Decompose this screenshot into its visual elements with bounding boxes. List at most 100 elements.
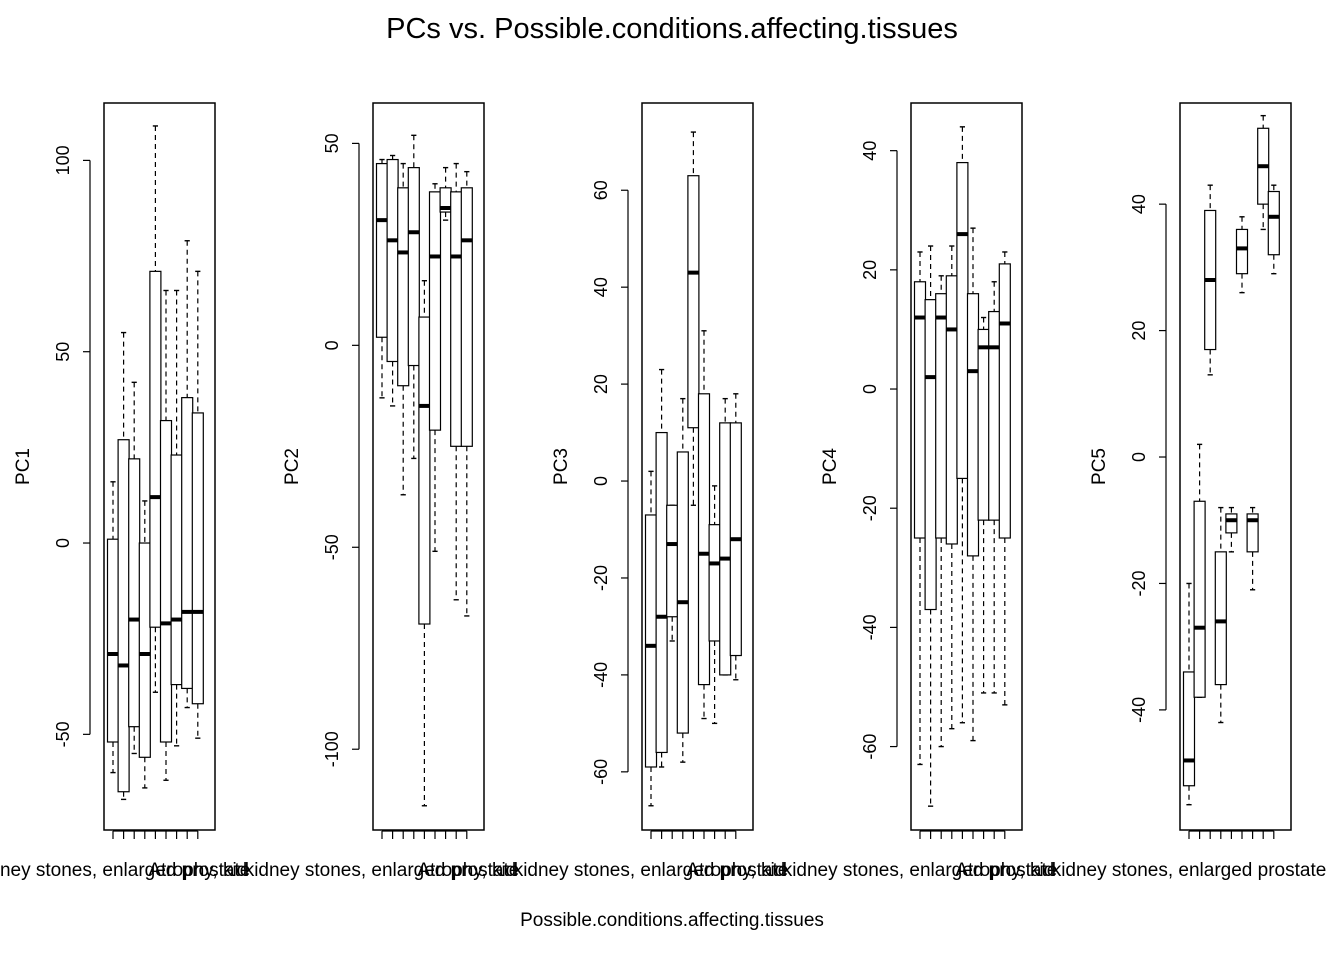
box-1 (1182, 582, 1196, 806)
box-body (966, 293, 980, 557)
box-body (924, 299, 937, 611)
box-body (697, 393, 711, 686)
box-body (138, 542, 151, 758)
box-body (945, 275, 958, 545)
box-7 (1246, 506, 1259, 591)
box-body (655, 431, 668, 754)
box-8 (719, 397, 732, 676)
x-tick-label-last: Atrophy, kid (148, 860, 247, 881)
box-body (128, 458, 141, 728)
box-2 (924, 245, 937, 807)
y-axis-title: PC4 (820, 448, 841, 485)
y-tick-label: -50 (53, 721, 73, 747)
box-body (666, 504, 679, 618)
box-body (1235, 228, 1249, 275)
box-2 (1193, 443, 1206, 698)
box-body (719, 422, 732, 676)
box-3 (666, 504, 679, 642)
y-tick-label: 0 (53, 538, 73, 548)
box-body (375, 162, 389, 338)
y-tick-label: -50 (322, 534, 342, 560)
x-axis-label: Possible.conditions.affecting.tissues (520, 910, 824, 931)
box-body (407, 167, 420, 367)
plot-frame (103, 102, 216, 831)
x-tick-label-first: kidney stones, enlarged prostate (783, 860, 1058, 881)
box-2 (655, 368, 668, 768)
box-4 (945, 245, 958, 730)
box-3 (397, 162, 410, 496)
y-tick-label: -40 (860, 614, 880, 640)
y-tick-label: 40 (1129, 194, 1149, 214)
y-tick-label: -40 (1129, 697, 1149, 723)
box-body (170, 454, 183, 686)
x-tick-label-first: kidney stones, enlarged prostate (1052, 860, 1327, 881)
x-tick-label-first: kidney stones, enlarged prostate (245, 860, 520, 881)
box-body (450, 191, 463, 447)
y-axis-title: PC2 (282, 448, 303, 485)
box-6 (159, 289, 173, 781)
y-tick-label: 20 (1129, 321, 1149, 341)
box-body (1267, 190, 1280, 256)
box-7 (977, 316, 990, 694)
plot-frame (1179, 102, 1292, 831)
y-tick-label: -20 (1129, 570, 1149, 596)
box-8 (450, 162, 463, 601)
box-5 (956, 126, 969, 724)
box-5 (687, 131, 700, 506)
plot-frame (910, 102, 1023, 831)
box-body (956, 161, 969, 480)
y-tick-label: 0 (322, 340, 342, 350)
box-7 (708, 485, 721, 725)
panel-pc5: -40 -20 0 20 40 PC5 kidney stones, enlarged pr… (1052, 102, 1327, 881)
y-tick-label: 20 (591, 374, 611, 394)
y-tick-label: -40 (591, 662, 611, 688)
box-body (149, 270, 162, 628)
box-body (1193, 500, 1206, 698)
box-body (159, 419, 173, 743)
box-body (1246, 513, 1259, 553)
box-1 (644, 470, 658, 807)
y-tick-label: 60 (591, 180, 611, 200)
plot-frame (372, 102, 485, 831)
box-body (687, 175, 700, 429)
box-body (988, 310, 1001, 521)
box-body (106, 538, 120, 743)
y-axis-title: PC1 (13, 448, 34, 485)
box-body (708, 524, 721, 642)
y-tick-label: 50 (53, 342, 73, 362)
box-body (386, 158, 399, 363)
box-9 (998, 251, 1011, 706)
y-tick-label: -20 (591, 565, 611, 591)
box-body (418, 316, 431, 625)
box-body (181, 397, 194, 690)
box-body (935, 293, 948, 539)
box-4 (676, 397, 689, 763)
box-8 (1257, 114, 1270, 231)
box-7 (170, 289, 183, 747)
box-1 (913, 251, 927, 766)
x-tick-label-first: kidney stones, enlarged prostate (514, 860, 789, 881)
box-body (460, 187, 473, 447)
x-tick-label-last: Atrophy, kid (955, 860, 1054, 881)
y-tick-label: -60 (860, 734, 880, 760)
panel-pc2: -100 -50 0 50 PC2 kidney stones, enlarged pro… (245, 102, 520, 881)
box-2 (386, 154, 399, 407)
x-tick-label-last: Atrophy, kid (417, 860, 516, 881)
box-9 (1267, 184, 1280, 275)
box-body (1182, 671, 1196, 787)
box-6 (1235, 216, 1249, 294)
box-8 (988, 281, 1001, 694)
box-9 (460, 170, 473, 617)
box-6 (697, 330, 711, 720)
box-8 (181, 240, 194, 709)
y-tick-label: 50 (322, 133, 342, 153)
box-1 (375, 158, 389, 399)
box-4 (407, 134, 420, 460)
box-7 (439, 166, 452, 221)
y-tick-label: -20 (860, 495, 880, 521)
box-body (977, 328, 990, 521)
box-body (644, 514, 658, 768)
y-tick-label: 40 (591, 277, 611, 297)
y-tick-label: 0 (860, 384, 880, 394)
